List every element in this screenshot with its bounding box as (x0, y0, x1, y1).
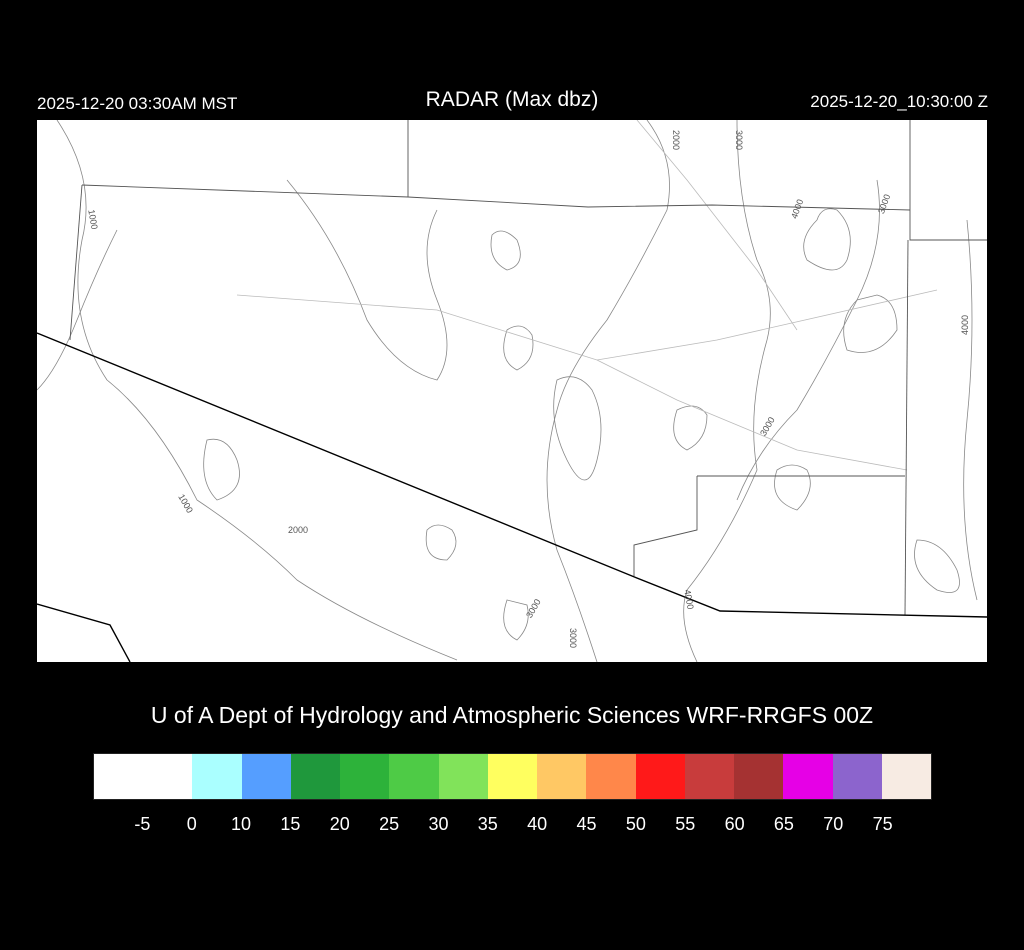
colorbar-label: 60 (724, 814, 745, 834)
colorbar-label: -5 (134, 814, 151, 834)
colorbar-label: 35 (477, 814, 498, 834)
colorbar-label: 20 (329, 814, 350, 834)
colorbar-label: 15 (280, 814, 301, 834)
roads (236, 120, 938, 471)
colorbar-label: 40 (527, 814, 548, 834)
contour-line (425, 524, 457, 561)
contour-line (503, 599, 529, 641)
contour-label: 3000 (876, 193, 892, 215)
colorbar-label: 30 (428, 814, 449, 834)
colorbar (93, 753, 932, 800)
contour-line (490, 230, 521, 271)
contour-line (286, 179, 448, 381)
colorbar-label: 75 (872, 814, 893, 834)
colorbar-swatch (734, 754, 784, 799)
colorbar-swatch (635, 754, 685, 799)
radar-map: 1000 2000 3000 4000 3000 4000 3000 1000 2000 3000… (37, 120, 987, 662)
state-boundaries (37, 332, 987, 662)
contour-line (553, 376, 602, 481)
contour-line (963, 219, 978, 601)
contour-label: 4000 (682, 589, 695, 610)
contour-line (546, 120, 670, 662)
contour-line (503, 325, 534, 371)
contour-line (56, 120, 458, 661)
contour-label: 1000 (176, 492, 195, 514)
county-boundaries (69, 120, 987, 616)
contour-label: 3000 (758, 415, 777, 437)
colorbar-swatch (684, 754, 735, 799)
colorbar-label: 25 (379, 814, 400, 834)
contour-label: 2000 (671, 130, 681, 150)
contour-labels: 1000 2000 3000 4000 3000 4000 3000 1000 2000 3000… (86, 130, 970, 648)
colorbar-swatch (241, 754, 291, 799)
contour-line (683, 120, 771, 662)
colorbar-label: 70 (823, 814, 844, 834)
colorbar-swatch (832, 754, 882, 799)
contour-label: 1000 (86, 209, 99, 230)
colorbar-swatch (340, 754, 390, 799)
colorbar-swatch (94, 754, 193, 799)
contour-line (774, 464, 811, 511)
model-credit: U of A Dept of Hydrology and Atmospheric… (150, 702, 874, 728)
contour-line (803, 208, 851, 271)
colorbar-swatch (783, 754, 833, 799)
contour-label: 3000 (568, 628, 578, 648)
chart-title: RADAR (Max dbz) (425, 88, 599, 111)
colorbar-swatch (290, 754, 341, 799)
contour-line (37, 229, 118, 391)
colorbar-labels: -5 0 10 15 20 25 30 35 40 45 50 55 60 65 70 75 (0, 814, 1024, 838)
contour-line (736, 179, 880, 501)
contour-line (203, 438, 240, 501)
colorbar-swatch (487, 754, 538, 799)
contour-label: 2000 (288, 525, 308, 535)
contour-label: 3000 (524, 597, 543, 619)
colorbar-label: 0 (186, 814, 197, 834)
colorbar-label: 65 (773, 814, 794, 834)
colorbar-swatch (438, 754, 488, 799)
contour-label: 4000 (960, 315, 970, 335)
contour-label: 4000 (789, 198, 805, 220)
colorbar-label: 50 (625, 814, 646, 834)
colorbar-swatch (389, 754, 439, 799)
colorbar-label: 10 (231, 814, 252, 834)
colorbar-swatch (881, 754, 931, 799)
colorbar-swatch (537, 754, 587, 799)
colorbar-label: 55 (675, 814, 696, 834)
colorbar-swatch (192, 754, 242, 799)
contour-line (843, 294, 898, 353)
contour-line (673, 405, 708, 451)
valid-time-utc: 2025-12-20_10:30:00 Z (810, 92, 988, 111)
contour-label: 3000 (734, 130, 744, 150)
terrain-contours (37, 120, 978, 662)
colorbar-label: 45 (576, 814, 597, 834)
colorbar-swatch (586, 754, 636, 799)
contour-line (914, 539, 960, 593)
valid-time-local: 2025-12-20 03:30AM MST (37, 94, 238, 113)
